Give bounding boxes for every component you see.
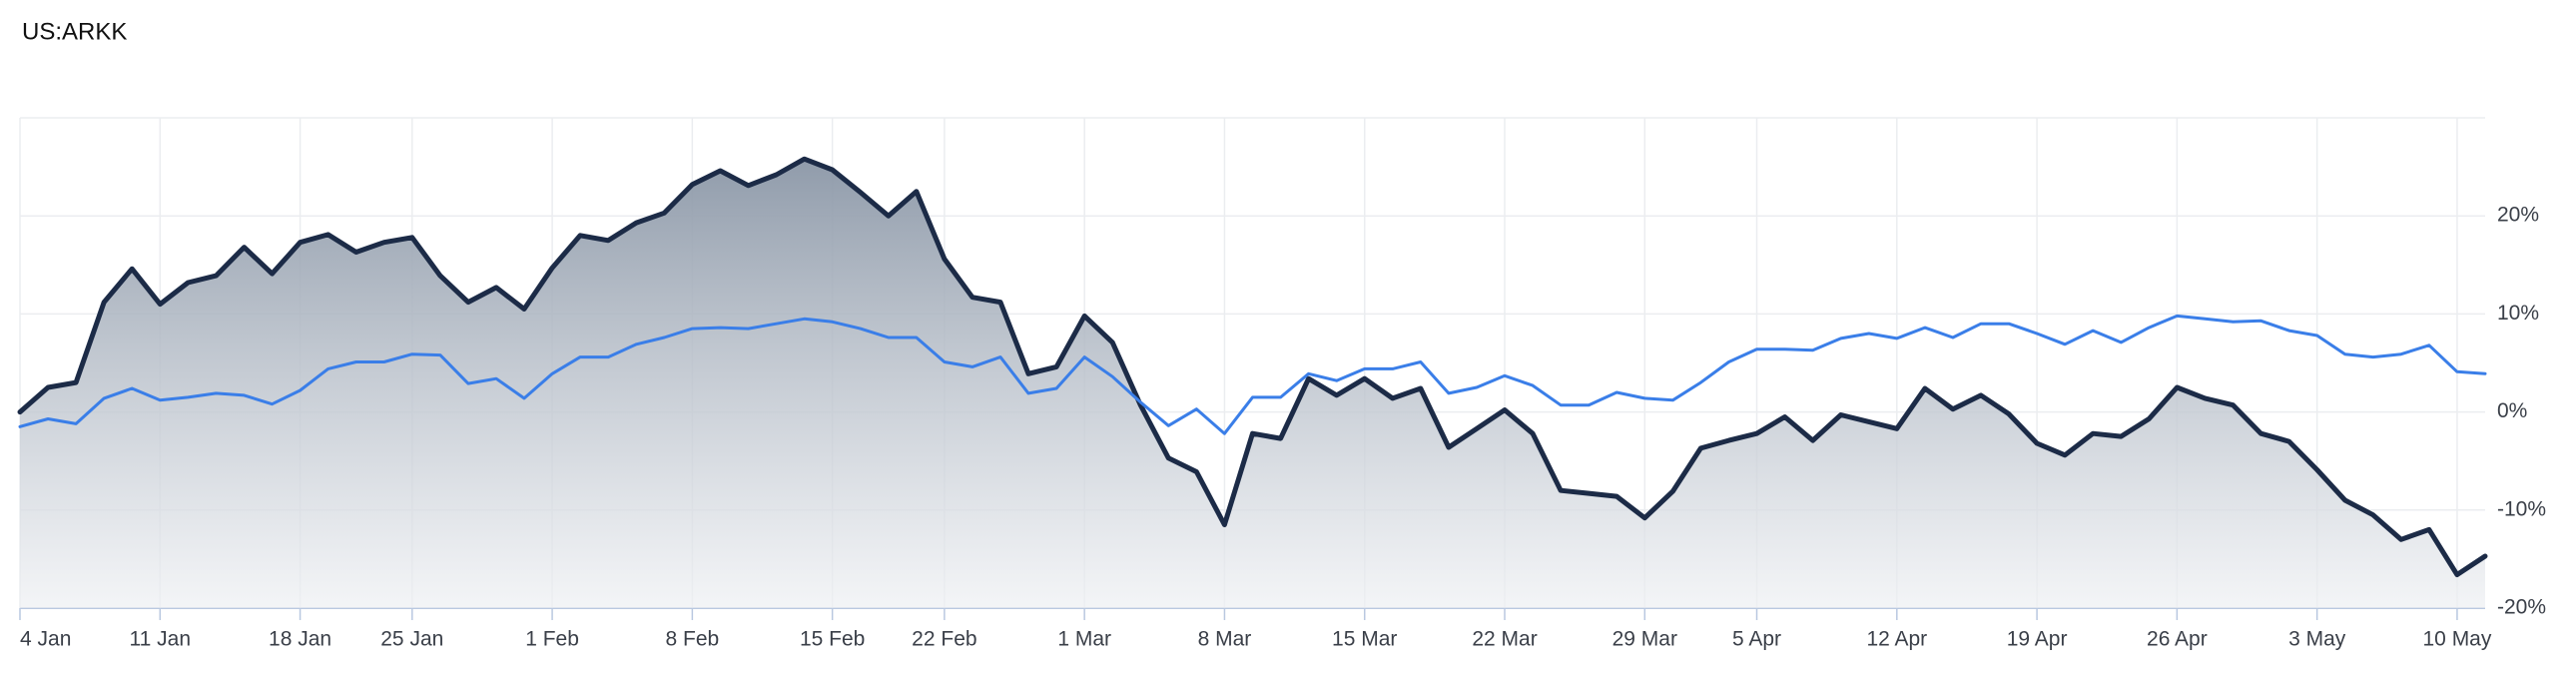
chart-title: US:ARKK xyxy=(22,18,127,45)
x-tick-label: 11 Jan xyxy=(130,628,192,651)
x-tick-label: 8 Mar xyxy=(1198,628,1252,651)
x-tick-label: 3 May xyxy=(2288,628,2346,651)
x-tick-label: 15 Mar xyxy=(1332,628,1397,651)
x-tick-label: 26 Apr xyxy=(2147,628,2208,651)
x-tick-label: 4 Jan xyxy=(20,628,71,651)
y-tick-label: 10% xyxy=(2497,302,2539,325)
x-tick-label: 18 Jan xyxy=(269,628,331,651)
x-tick-label: 5 Apr xyxy=(1732,628,1781,651)
x-tick-label: 1 Mar xyxy=(1057,628,1111,651)
y-tick-label: -10% xyxy=(2497,497,2546,520)
x-tick-label: 29 Mar xyxy=(1612,628,1677,651)
x-tick-label: 15 Feb xyxy=(800,628,865,651)
line xyxy=(18,314,2487,435)
y-tick-label: -20% xyxy=(2497,596,2546,619)
x-tick-label: 8 Feb xyxy=(666,628,720,651)
y-tick-label: 20% xyxy=(2497,204,2539,227)
x-tick-label: 22 Feb xyxy=(912,628,976,651)
x-tick-label: 19 Apr xyxy=(2007,628,2068,651)
area xyxy=(20,159,2485,608)
x-tick-label: 25 Jan xyxy=(380,628,443,651)
x-tick-label: 12 Apr xyxy=(1866,628,1927,651)
x-tick-label: 22 Mar xyxy=(1472,628,1537,651)
line xyxy=(17,156,2488,578)
x-tick-label: 1 Feb xyxy=(525,628,579,651)
x-tick-label: 10 May xyxy=(2423,628,2492,651)
y-tick-label: 0% xyxy=(2497,399,2527,422)
